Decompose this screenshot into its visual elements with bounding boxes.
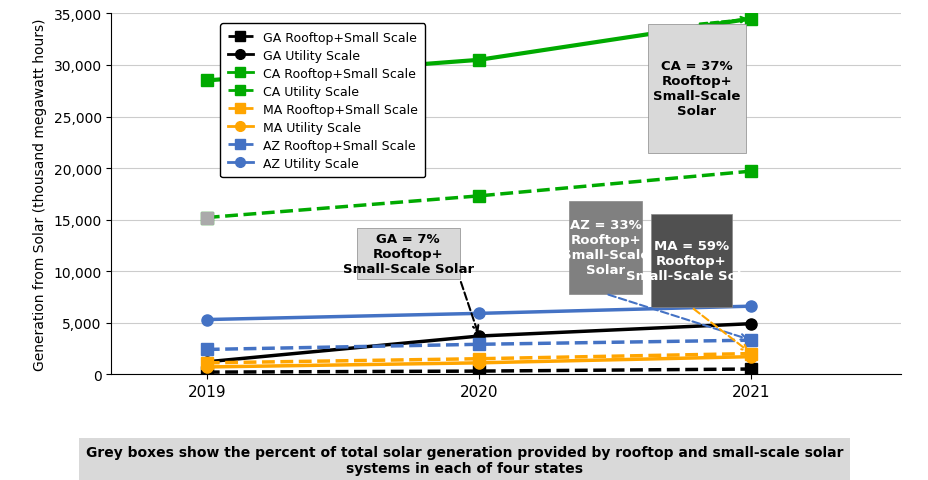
FancyBboxPatch shape (568, 202, 642, 294)
FancyBboxPatch shape (647, 24, 745, 153)
Text: CA = 37%
Rooftop+
Small-Scale
Solar: CA = 37% Rooftop+ Small-Scale Solar (652, 60, 740, 118)
Text: AZ = 33%
Rooftop+
Small-Scale
Solar: AZ = 33% Rooftop+ Small-Scale Solar (561, 219, 649, 277)
FancyBboxPatch shape (650, 215, 731, 308)
Text: Grey boxes show the percent of total solar generation provided by rooftop and sm: Grey boxes show the percent of total sol… (85, 445, 843, 475)
FancyBboxPatch shape (356, 228, 459, 280)
Y-axis label: Generation from Solar (thousand megawatt hours): Generation from Solar (thousand megawatt… (32, 19, 46, 370)
Legend: GA Rooftop+Small Scale, GA Utility Scale, CA Rooftop+Small Scale, CA Utility Sca: GA Rooftop+Small Scale, GA Utility Scale… (220, 24, 425, 178)
Text: GA = 7%
Rooftop+
Small-Scale Solar: GA = 7% Rooftop+ Small-Scale Solar (342, 233, 473, 276)
Text: MA = 59%
Rooftop+
Small-Scale Solar: MA = 59% Rooftop+ Small-Scale Solar (625, 240, 756, 283)
